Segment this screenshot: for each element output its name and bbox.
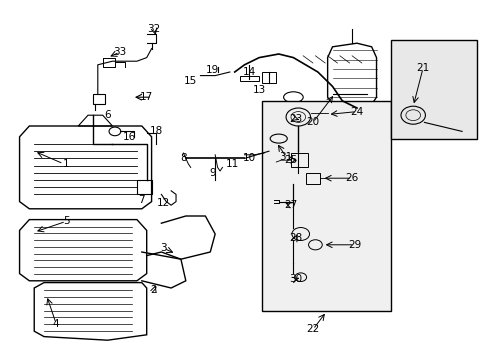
Text: 24: 24 bbox=[349, 107, 363, 117]
Text: 28: 28 bbox=[288, 233, 302, 243]
Text: 13: 13 bbox=[252, 85, 265, 95]
Text: 14: 14 bbox=[242, 67, 256, 77]
Text: 31: 31 bbox=[279, 152, 292, 162]
Text: 27: 27 bbox=[284, 200, 297, 210]
Bar bbox=[261, 101, 390, 311]
Text: 5: 5 bbox=[62, 216, 69, 226]
Text: 11: 11 bbox=[225, 159, 239, 169]
Text: 9: 9 bbox=[209, 168, 216, 178]
Text: 4: 4 bbox=[53, 319, 60, 329]
Text: 30: 30 bbox=[289, 274, 302, 284]
Bar bbox=[390, 40, 476, 139]
Text: 32: 32 bbox=[147, 24, 161, 34]
Text: 2: 2 bbox=[150, 285, 157, 295]
Text: 19: 19 bbox=[205, 65, 219, 75]
Text: 18: 18 bbox=[149, 126, 163, 136]
Text: 33: 33 bbox=[113, 47, 126, 57]
Text: 26: 26 bbox=[345, 173, 358, 183]
Text: 23: 23 bbox=[288, 114, 302, 124]
Text: 16: 16 bbox=[122, 132, 136, 142]
Text: 22: 22 bbox=[305, 324, 319, 334]
Text: 12: 12 bbox=[157, 198, 170, 208]
Text: 25: 25 bbox=[284, 155, 297, 165]
Text: 20: 20 bbox=[306, 117, 319, 127]
Bar bbox=[239, 76, 259, 81]
Bar bbox=[261, 72, 276, 83]
Text: 6: 6 bbox=[104, 110, 111, 120]
Text: 7: 7 bbox=[138, 195, 145, 205]
Text: 15: 15 bbox=[183, 76, 197, 86]
Text: 21: 21 bbox=[415, 63, 429, 73]
Text: 1: 1 bbox=[62, 159, 69, 169]
Bar bbox=[290, 153, 307, 167]
Bar bbox=[93, 94, 105, 104]
Text: 10: 10 bbox=[243, 153, 255, 163]
Text: 3: 3 bbox=[160, 243, 167, 253]
Text: 17: 17 bbox=[140, 92, 153, 102]
Bar bbox=[137, 180, 151, 194]
Text: 8: 8 bbox=[180, 153, 186, 163]
Bar bbox=[305, 173, 320, 184]
Text: 29: 29 bbox=[347, 240, 361, 250]
